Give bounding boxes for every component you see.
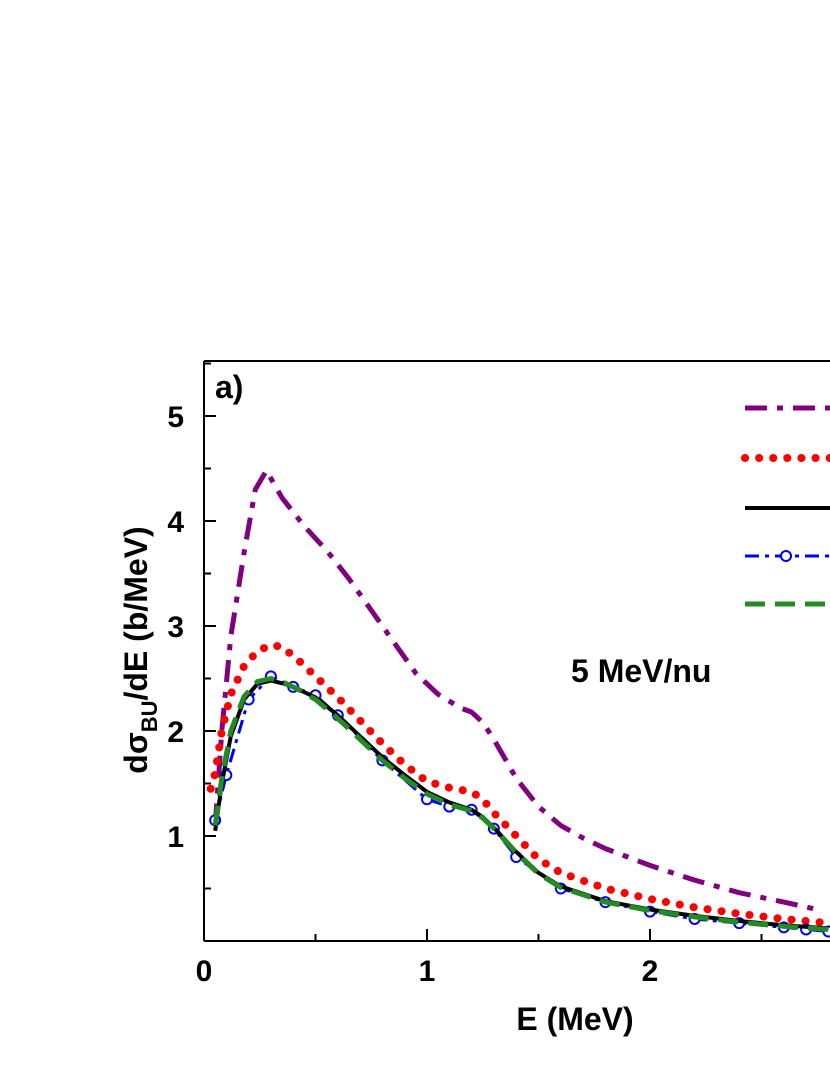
series-layer: [206, 468, 830, 938]
legend-marker: [780, 550, 792, 562]
legend: [741, 405, 830, 607]
y-axis-title-subscript: BU: [137, 701, 162, 733]
y-tick-label: 2: [167, 716, 184, 749]
x-tick-label: 1: [419, 955, 436, 988]
x-tick-label: 0: [196, 955, 213, 988]
y-tick-label: 1: [167, 821, 184, 854]
series-line-dashdot: [212, 468, 818, 912]
y-axis-title-suffix: /dE (b/MeV): [118, 526, 154, 700]
y-axis-title: dσBU/dE (b/MeV): [118, 526, 162, 773]
series-line-dotted: [206, 640, 830, 928]
series-line-dashed: [212, 676, 829, 932]
x-tick-label: 2: [642, 955, 659, 988]
panel-label: a): [215, 369, 243, 405]
y-tick-label: 4: [167, 506, 184, 539]
y-tick-label: 3: [167, 611, 184, 644]
y-tick-label: 5: [167, 401, 184, 434]
axes: 0 1 2 1 2 3 4 5: [167, 360, 830, 988]
energy-annotation: 5 MeV/nu: [571, 653, 711, 689]
y-axis-title-prefix: dσ: [118, 732, 154, 774]
x-axis-title: E (MeV): [516, 1001, 633, 1037]
